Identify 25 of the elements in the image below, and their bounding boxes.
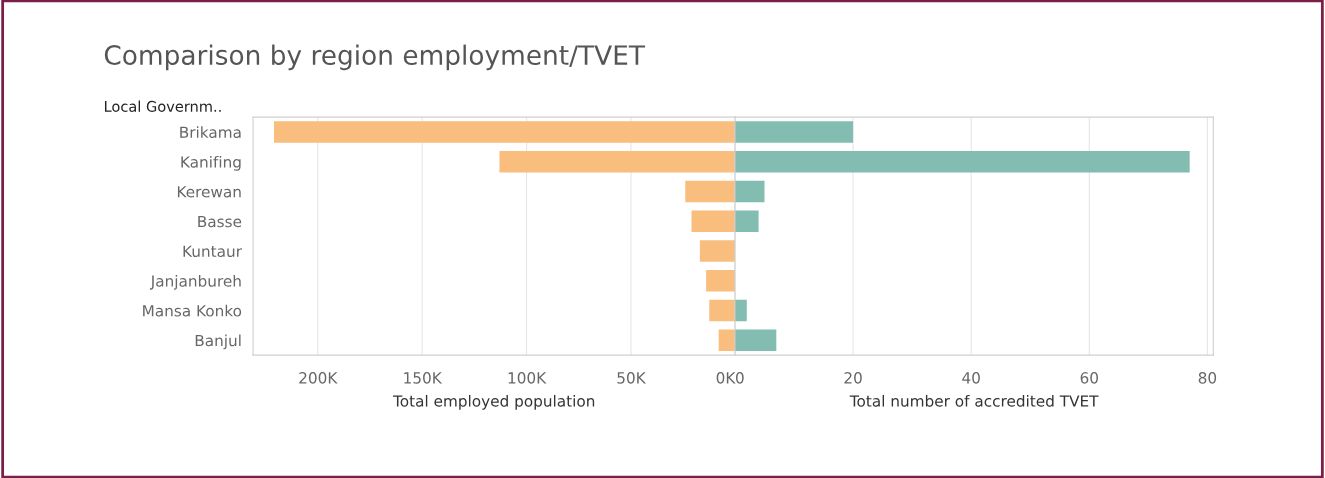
y-tick-label: Kuntaur — [183, 245, 242, 258]
y-tick-label: Brikama — [180, 126, 241, 139]
y-tick-label: Banjul — [195, 334, 241, 350]
y-tick-label: Kanifing — [181, 155, 241, 171]
y-tick-label: Kerewan — [177, 186, 241, 198]
x-tick-label: 40 — [962, 372, 980, 384]
x-tick-label: 20 — [844, 372, 862, 384]
y-tick-label: Basse — [198, 215, 242, 228]
bar — [699, 240, 736, 262]
x-tick-label: 0 — [735, 372, 744, 384]
y-axis-title: Local Governm.. — [104, 100, 221, 112]
x-axis-title: Total employed population — [392, 394, 595, 410]
chart-title: Comparison by region employment/TVET — [104, 44, 646, 71]
x-tick-label: 80 — [1198, 372, 1217, 384]
x-tick-label: 100K — [508, 372, 547, 384]
y-tick-label: Mansa Konko — [143, 304, 242, 317]
x-tick-label: 50K — [617, 372, 647, 384]
x-tick-label: 60 — [1080, 372, 1098, 384]
x-tick-label: 150K — [404, 372, 443, 384]
x-tick-label: 0K — [716, 372, 736, 384]
x-axis-title: Total number of accredited TVET — [849, 394, 1099, 407]
x-tick-label: 200K — [299, 372, 338, 384]
bar — [734, 121, 854, 143]
bar — [706, 270, 736, 292]
y-tick-label: Janjanbureh — [149, 274, 241, 290]
